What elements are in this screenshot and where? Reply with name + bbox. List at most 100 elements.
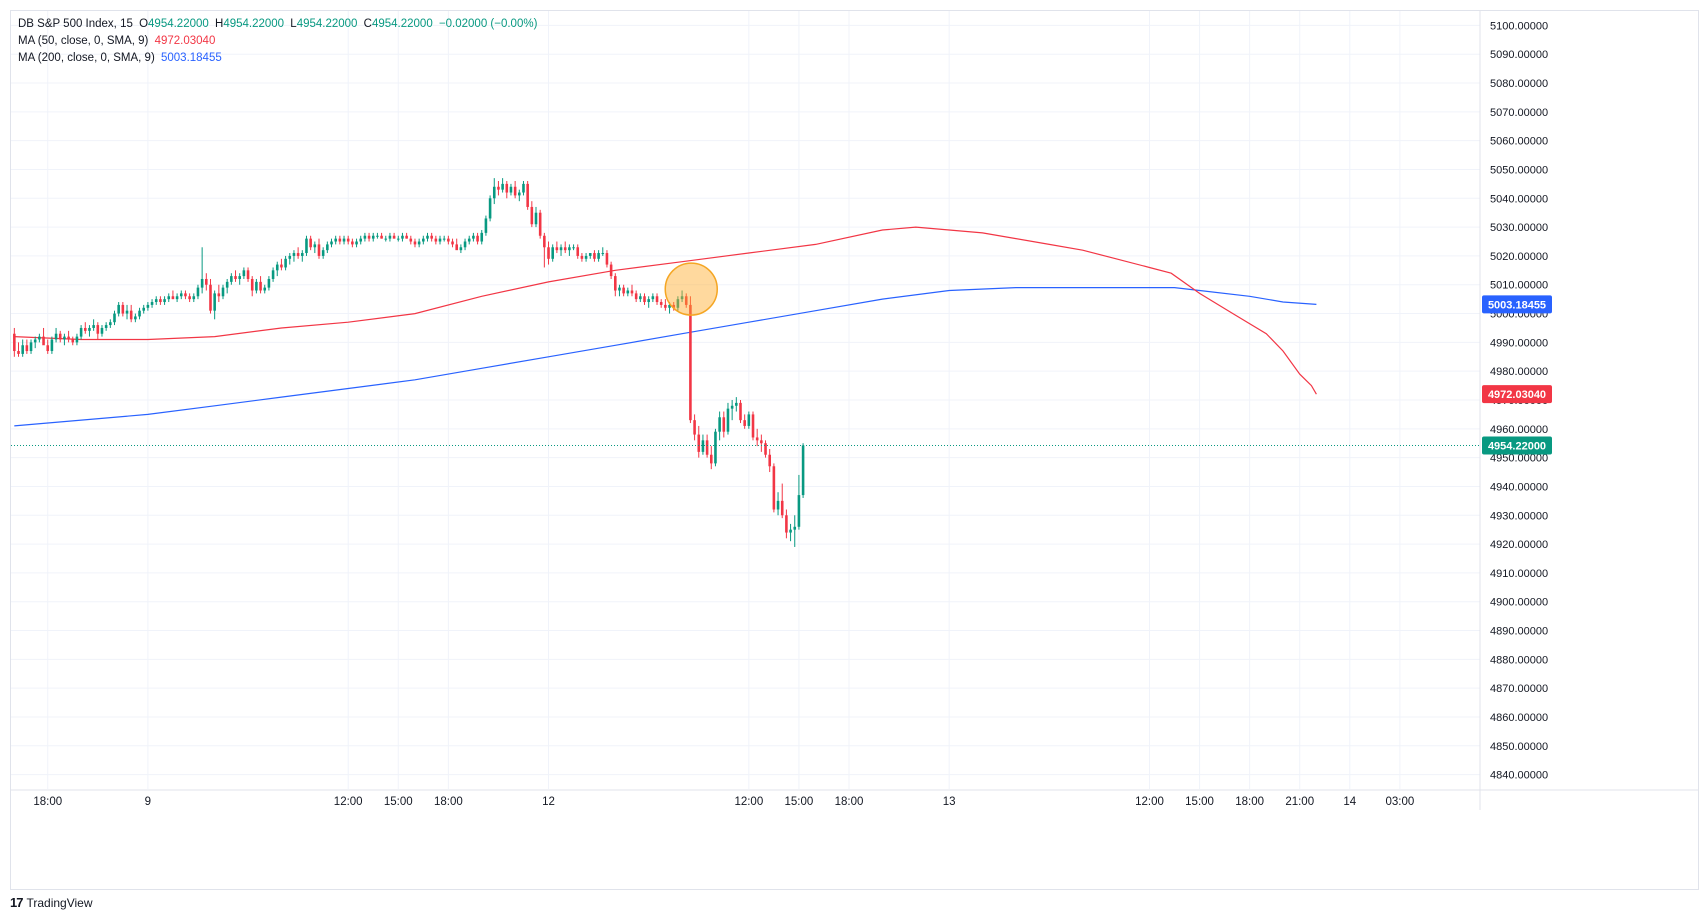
candle-body <box>751 414 755 438</box>
candle-body <box>134 316 137 320</box>
candle-body <box>380 235 383 239</box>
candle-body <box>42 336 45 346</box>
candle <box>709 446 713 470</box>
candle <box>267 276 271 291</box>
candle-body <box>50 339 54 352</box>
candle-body <box>442 238 446 240</box>
tradingview-brand[interactable]: 17 TradingView <box>10 895 93 910</box>
legend-ma200-row[interactable]: MA (200, close, 0, SMA, 9) 5003.18455 <box>18 50 540 67</box>
x-tick-label: 18:00 <box>434 796 463 808</box>
candle <box>643 293 646 305</box>
candle-body <box>305 238 308 254</box>
candle <box>547 241 550 265</box>
candle-body <box>726 408 730 432</box>
candle-body <box>113 313 116 323</box>
y-tick-label: 5020.00000 <box>1490 251 1548 263</box>
candle <box>63 333 66 346</box>
candle-body <box>129 310 133 320</box>
candle <box>718 411 721 441</box>
candle-body <box>697 434 701 452</box>
candle-body <box>54 333 58 340</box>
candle-body <box>188 296 191 300</box>
candle-body <box>83 327 87 331</box>
candle-body <box>17 351 20 354</box>
price-axis[interactable]: 5100.00000 5090.00000 5080.00000 5070.00000… <box>1479 11 1548 810</box>
legend-ma50-row[interactable]: MA (50, close, 0, SMA, 9) 4972.03040 <box>18 33 540 50</box>
candle <box>275 261 279 277</box>
candle <box>601 247 605 256</box>
candle <box>230 273 233 285</box>
candle-body <box>255 281 258 291</box>
candle-body <box>263 287 267 291</box>
candle-body <box>367 235 371 239</box>
price-label-text: 4972.03040 <box>1488 389 1546 401</box>
candle-body <box>67 336 70 340</box>
candle-body <box>309 238 312 248</box>
y-tick-label: 5030.00000 <box>1490 222 1548 234</box>
y-tick-label: 4890.00000 <box>1490 626 1548 638</box>
candle-body <box>159 299 162 303</box>
candle-body <box>330 241 333 245</box>
candle-body <box>88 327 91 331</box>
candle <box>330 238 333 248</box>
candle <box>159 296 162 305</box>
candle <box>705 434 709 458</box>
candle <box>609 261 613 279</box>
candle <box>200 247 204 294</box>
candle-body <box>797 495 801 527</box>
time-axis[interactable]: 18:00 9 12:00 15:00 18:00 12 12:00 15:00 18:00 13… <box>11 789 1698 808</box>
y-tick-label: 5070.00000 <box>1490 107 1548 119</box>
candle <box>58 330 62 343</box>
chart-legend: DB S&P 500 Index, 15 O4954.22000 H4954.2… <box>18 16 540 67</box>
candle <box>371 232 375 242</box>
candle <box>588 253 592 259</box>
candle-body <box>371 235 375 239</box>
y-tick-label: 5010.00000 <box>1490 280 1548 292</box>
candle-body <box>417 241 421 245</box>
candle <box>179 290 183 300</box>
candle-body <box>684 296 688 305</box>
candle <box>213 290 216 320</box>
candle <box>154 296 158 305</box>
candle <box>684 293 688 308</box>
candle <box>618 284 621 297</box>
candle-body <box>772 466 776 510</box>
symbol-label[interactable]: DB S&P 500 Index, 15 <box>18 18 133 30</box>
candle-body <box>559 247 563 251</box>
candle-body <box>179 293 183 297</box>
y-tick-label: 4990.00000 <box>1490 337 1548 349</box>
candle-body <box>196 287 200 297</box>
candle-body <box>163 299 166 303</box>
candle <box>455 238 459 251</box>
candle <box>522 181 525 196</box>
candle <box>367 232 371 242</box>
candle-body <box>296 253 300 256</box>
candle-body <box>342 238 346 242</box>
candle-body <box>384 238 388 240</box>
candle-body <box>793 526 797 530</box>
candle <box>593 250 596 262</box>
candle <box>71 336 75 346</box>
candle <box>288 253 292 265</box>
candle <box>242 267 246 279</box>
y-tick-label: 4980.00000 <box>1490 366 1548 378</box>
x-tick-label: 13 <box>943 796 956 808</box>
candle <box>75 333 79 346</box>
candle <box>334 235 337 245</box>
candle <box>680 290 684 303</box>
candle-body <box>217 293 221 297</box>
candle <box>263 284 267 294</box>
candle-body <box>488 198 492 219</box>
candle <box>188 293 191 303</box>
candle <box>317 238 321 259</box>
candle <box>764 440 767 458</box>
candle-body <box>363 235 367 239</box>
candle-body <box>79 327 83 337</box>
candle <box>196 284 200 300</box>
candle-body <box>597 253 600 259</box>
candle-body <box>346 238 350 242</box>
candle-body <box>221 287 225 297</box>
candle <box>92 319 95 331</box>
candle <box>138 307 141 320</box>
